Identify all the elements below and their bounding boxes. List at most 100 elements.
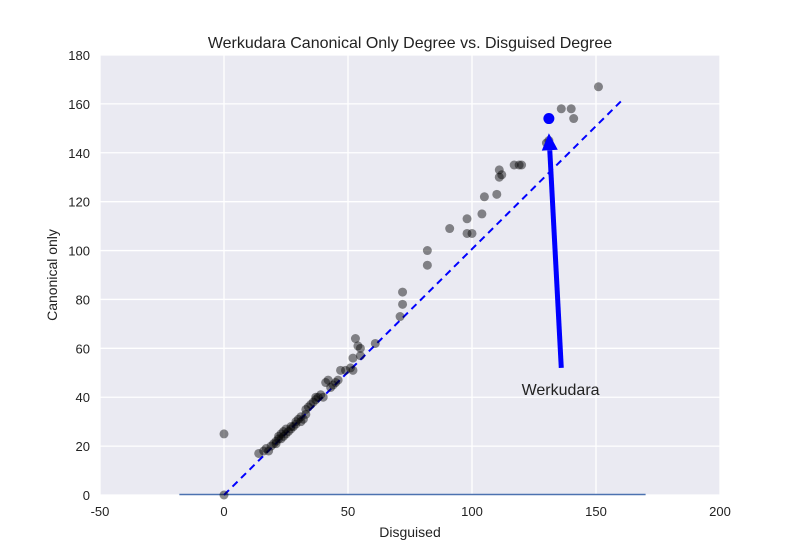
- annotation-label: Werkudara: [522, 382, 600, 399]
- grid-lines: [99, 54, 721, 496]
- data-point: [462, 214, 472, 224]
- data-point: [395, 312, 405, 322]
- data-point: [254, 448, 264, 458]
- data-point: [308, 397, 318, 407]
- y-tick-label: 40: [76, 390, 90, 405]
- data-point: [311, 392, 321, 402]
- y-tick-label: 140: [68, 146, 90, 161]
- reference-line: [223, 100, 622, 496]
- data-point: [279, 431, 289, 441]
- data-point: [274, 431, 284, 441]
- data-point: [494, 172, 504, 182]
- x-tick-label: 0: [220, 504, 227, 519]
- data-point: [266, 441, 276, 451]
- x-tick-label: -50: [91, 504, 110, 519]
- y-tick-label: 120: [68, 195, 90, 210]
- data-point: [509, 160, 519, 170]
- highlight-layer: [543, 113, 555, 125]
- data-point: [569, 114, 579, 124]
- data-point: [350, 334, 360, 344]
- data-point: [219, 429, 229, 439]
- data-point: [370, 338, 380, 348]
- data-point: [301, 404, 311, 414]
- data-point: [261, 444, 271, 454]
- data-point: [477, 209, 487, 219]
- data-point: [517, 160, 527, 170]
- y-tick-label: 60: [76, 341, 90, 356]
- y-tick-label: 180: [68, 48, 90, 63]
- data-points: [219, 82, 603, 500]
- data-point: [514, 160, 524, 170]
- data-point: [345, 363, 355, 373]
- data-point: [355, 351, 365, 361]
- data-point: [556, 104, 566, 114]
- data-point: [283, 426, 293, 436]
- data-point: [331, 378, 341, 388]
- data-point: [341, 365, 351, 375]
- data-point: [316, 390, 326, 400]
- data-point: [288, 422, 298, 432]
- chart-title: Werkudara Canonical Only Degree vs. Disg…: [208, 35, 612, 52]
- data-point: [422, 260, 432, 270]
- data-point: [264, 446, 274, 456]
- data-point: [269, 439, 279, 449]
- plot-background: [100, 55, 720, 495]
- data-point: [462, 228, 472, 238]
- annotation-arrow-shaft: [547, 150, 564, 369]
- y-tick-label: 80: [76, 292, 90, 307]
- data-point: [336, 365, 346, 375]
- data-point: [281, 424, 291, 434]
- data-point: [497, 170, 507, 180]
- data-point: [348, 365, 358, 375]
- annotation-layer: Werkudara: [522, 133, 600, 399]
- data-point: [219, 490, 229, 500]
- data-point: [422, 246, 432, 256]
- data-point: [326, 382, 336, 392]
- data-point: [467, 228, 477, 238]
- data-point: [306, 400, 316, 410]
- data-point: [286, 424, 296, 434]
- data-point: [281, 429, 291, 439]
- werkudara-point: [543, 113, 555, 125]
- x-tick-label: 50: [341, 504, 355, 519]
- data-point: [259, 446, 269, 456]
- y-axis-title: Canonical only: [44, 229, 60, 321]
- data-point: [492, 189, 502, 199]
- x-axis-title: Disguised: [379, 524, 440, 540]
- data-point: [445, 224, 455, 234]
- reference-dashed-line: [223, 100, 622, 496]
- data-point: [593, 82, 603, 92]
- data-point: [398, 299, 408, 309]
- data-point: [291, 419, 301, 429]
- y-tick-label: 160: [68, 97, 90, 112]
- data-point: [296, 417, 306, 427]
- data-point: [479, 192, 489, 202]
- data-point: [274, 434, 284, 444]
- data-point: [301, 409, 311, 419]
- data-point: [321, 378, 331, 388]
- x-tick-label: 100: [461, 504, 483, 519]
- y-tick-label: 0: [83, 488, 90, 503]
- data-point: [353, 341, 363, 351]
- data-point: [286, 422, 296, 432]
- data-point: [276, 434, 286, 444]
- data-point: [296, 412, 306, 422]
- data-point: [318, 392, 328, 402]
- data-point: [298, 414, 308, 424]
- data-point: [348, 353, 358, 363]
- data-point: [566, 104, 576, 114]
- data-point: [313, 392, 323, 402]
- y-tick-label: 20: [76, 439, 90, 454]
- data-point: [293, 414, 303, 424]
- data-point: [271, 436, 281, 446]
- data-point: [271, 439, 281, 449]
- data-point: [323, 375, 333, 385]
- data-point: [494, 165, 504, 175]
- x-tick-label: 150: [585, 504, 607, 519]
- data-point: [328, 380, 338, 390]
- x-tick-label: 200: [709, 504, 731, 519]
- data-point: [398, 287, 408, 297]
